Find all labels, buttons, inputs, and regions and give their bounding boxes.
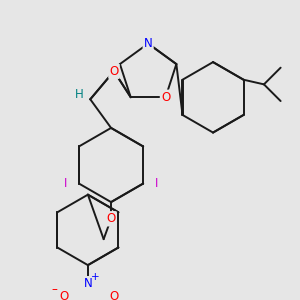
Text: O: O bbox=[106, 212, 116, 225]
Text: –: – bbox=[52, 283, 58, 296]
Text: O: O bbox=[110, 65, 118, 78]
Text: H: H bbox=[75, 88, 83, 101]
Text: N: N bbox=[144, 37, 152, 50]
Text: O: O bbox=[59, 290, 68, 300]
Text: N: N bbox=[83, 277, 92, 290]
Text: I: I bbox=[64, 177, 68, 190]
Text: I: I bbox=[154, 177, 158, 190]
Text: O: O bbox=[109, 290, 119, 300]
Text: +: + bbox=[91, 272, 100, 282]
Text: O: O bbox=[161, 91, 170, 104]
